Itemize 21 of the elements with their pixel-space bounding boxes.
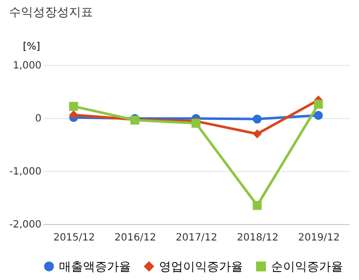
x-tick-label: 2017/12 xyxy=(176,232,218,244)
chart-title: 수익성장성지표 xyxy=(8,5,93,19)
y-tick-label: -1,000 xyxy=(9,166,42,178)
point xyxy=(252,129,262,138)
y-tick-label: 1,000 xyxy=(12,60,42,72)
point xyxy=(252,114,262,124)
point xyxy=(314,100,323,109)
x-tick-label: 2015/12 xyxy=(53,232,95,244)
legend-label: 영업이익증가율 xyxy=(159,259,243,274)
legend-label: 순이익증가율 xyxy=(271,259,343,274)
point xyxy=(314,110,323,120)
x-tick-label: 2018/12 xyxy=(236,232,278,244)
y-tick-label: -2,000 xyxy=(9,220,42,230)
y-axis-title: [%] xyxy=(22,42,40,52)
x-tick-label: 2016/12 xyxy=(114,232,156,244)
point xyxy=(69,102,78,111)
y-tick-label: 0 xyxy=(35,114,42,124)
x-tick-label: 2019/12 xyxy=(298,232,340,244)
point xyxy=(252,200,262,210)
point xyxy=(69,110,78,120)
legend-label: 매출액증가율 xyxy=(59,259,131,274)
